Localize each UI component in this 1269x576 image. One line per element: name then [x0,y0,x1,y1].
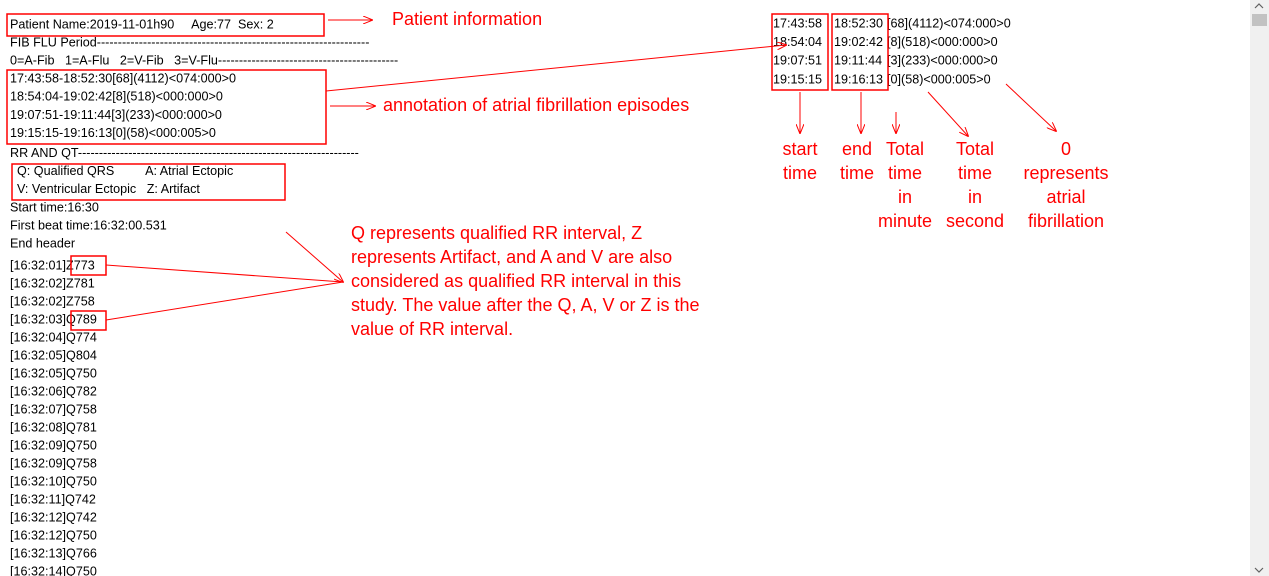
beat-line: [16:32:12]Q742 [10,510,97,524]
editor-line: First beat time:16:32:00.531 [10,218,167,232]
editor-line: V: Ventricular Ectopic Z: Artifact [10,182,200,196]
zoom-label: fibrillation [1028,211,1104,231]
zoom-label: 0 [1061,139,1071,159]
beat-line: [16:32:05]Q750 [10,366,97,380]
editor-line: Q: Qualified QRS A: Atrial Ectopic [10,164,233,178]
zoom-label: represents [1023,163,1108,183]
zoom-label: in [968,187,982,207]
patient-box [6,13,325,37]
rr-note-line: represents Artifact, and A and V are als… [351,247,672,267]
patient-annotation: Patient information [392,9,542,29]
editor-line: 19:15:15-19:16:13[0](58)<000:005>0 [10,126,216,140]
zoom-label: start [782,139,817,159]
legend-box [11,163,286,201]
editor-line: 0=A-Fib 1=A-Flu 2=V-Fib 3=V-Flu---------… [10,54,398,68]
arrow [1005,83,1056,131]
zoom-label: end [842,139,872,159]
zoom-rest: [0](58)<000:005>0 [887,72,991,86]
zoom-start: 17:43:58 [773,16,822,30]
scroll-up[interactable] [1254,3,1264,9]
zoom-end: 18:52:30 [834,16,883,30]
beat-line: [16:32:06]Q782 [10,384,97,398]
zoom-label: minute [878,211,932,231]
beat-line: [16:32:10]Q750 [10,474,97,488]
zoom-start: 19:07:51 [773,54,822,68]
zoom-label: time [888,163,922,183]
editor-line: Patient Name:2019-11-01h90 Age:77 Sex: 2 [10,17,274,31]
beat-box [70,310,107,331]
beat-line: [16:32:14]Q750 [10,564,97,576]
editor-line: 17:43:58-18:52:30[68](4112)<074:000>0 [10,72,236,86]
arrow [105,281,344,321]
zoom-rest: [68](4112)<074:000>0 [887,16,1011,30]
zoom-label: second [946,211,1004,231]
editor-line: Start time:16:30 [10,200,99,214]
beat-line: [16:32:05]Q804 [10,348,97,362]
zoom-label: Total [956,139,994,159]
beat-line: [16:32:09]Q758 [10,456,97,470]
beat-line: [16:32:12]Q750 [10,528,97,542]
zoom-rest: [3](233)<000:000>0 [887,54,998,68]
scroll-down[interactable] [1254,567,1264,573]
editor-line: End header [10,237,75,251]
episodes-box [6,69,327,145]
beat-line: [16:32:09]Q750 [10,438,97,452]
editor-line: 19:07:51-19:11:44[3](233)<000:000>0 [10,108,222,122]
beat-line: [16:32:07]Q758 [10,402,97,416]
episodes-annotation: annotation of atrial fibrillation episod… [383,95,689,115]
beat-line: [16:32:13]Q766 [10,546,97,560]
rr-note-line: study. The value after the Q, A, V or Z … [351,295,700,315]
end-box [831,13,889,91]
beat-line: [16:32:08]Q781 [10,420,97,434]
rr-note-line: considered as qualified RR interval in t… [351,271,681,291]
beat-line: [16:32:02]Z781 [10,276,95,290]
arrow [325,45,786,92]
scroll-track [1250,0,1269,576]
zoom-label: in [898,187,912,207]
zoom-start: 18:54:04 [773,35,822,49]
arrow [285,231,343,282]
zoom-end: 19:02:42 [834,35,883,49]
start-box [771,13,829,91]
zoom-rest: [8](518)<000:000>0 [887,35,998,49]
arrow [105,264,344,283]
editor-line: RR AND QT-------------------------------… [10,146,359,160]
zoom-label: time [783,163,817,183]
zoom-end: 19:16:13 [834,72,883,86]
zoom-label: time [840,163,874,183]
beat-line: [16:32:11]Q742 [10,492,96,506]
zoom-start: 19:15:15 [773,72,822,86]
scrollbar[interactable] [1250,0,1269,576]
scroll-thumb[interactable] [1252,14,1267,26]
rr-note-line: value of RR interval. [351,319,513,339]
editor-line: FIB FLU Period--------------------------… [10,35,369,49]
beat-line: [16:32:01]Z773 [10,258,95,272]
zoom-end: 19:11:44 [834,54,882,68]
rr-note-line: Q represents qualified RR interval, Z [351,223,642,243]
zoom-label: atrial [1046,187,1085,207]
beat-line: [16:32:04]Q774 [10,330,97,344]
beat-line: [16:32:02]Z758 [10,294,95,308]
arrow [927,91,968,136]
annotation-shapes [6,13,1056,331]
zoom-label: Total [886,139,924,159]
editor-line: 18:54:04-19:02:42[8](518)<000:000>0 [10,90,223,104]
beat-line: [16:32:03]Q789 [10,312,97,326]
editor-area: Patient Name:2019-11-01h90 Age:77 Sex: 2… [10,9,1109,576]
zoom-label: time [958,163,992,183]
